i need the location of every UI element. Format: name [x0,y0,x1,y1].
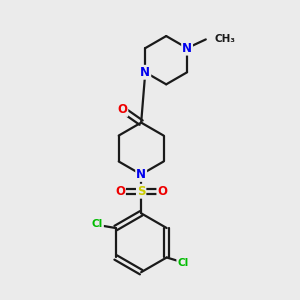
Text: Cl: Cl [177,258,188,268]
Text: O: O [117,103,128,116]
Text: N: N [182,42,192,55]
Text: CH₃: CH₃ [214,34,235,44]
Text: O: O [158,185,167,198]
Text: Cl: Cl [92,220,103,230]
Text: S: S [137,185,146,198]
Text: N: N [136,168,146,181]
Text: N: N [140,66,150,79]
Text: O: O [115,185,125,198]
